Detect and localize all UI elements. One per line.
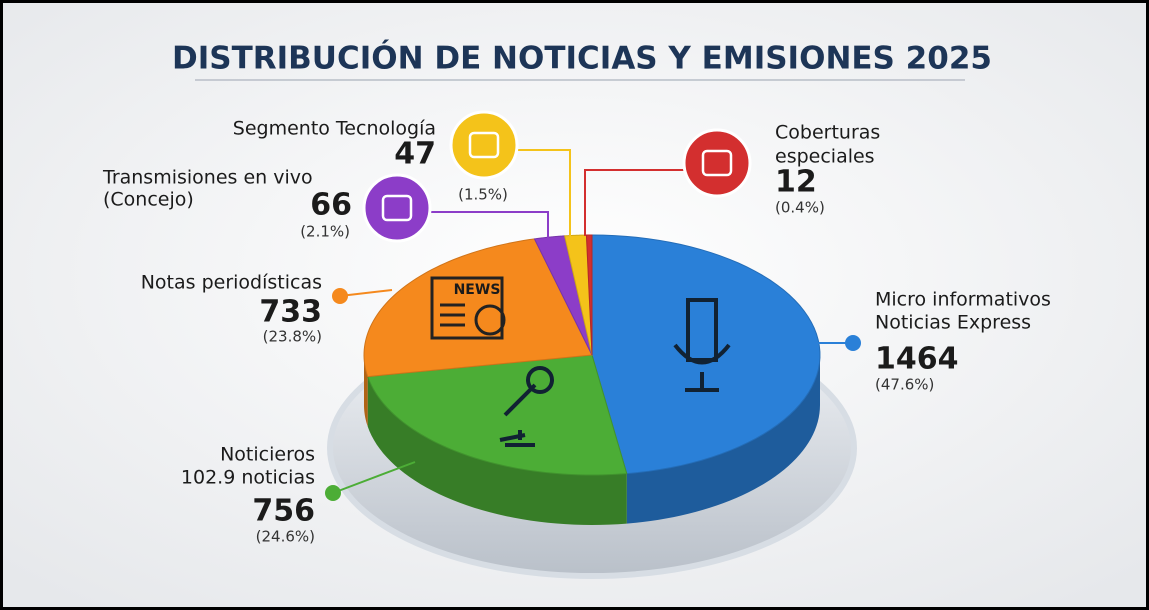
leader-line xyxy=(517,149,571,236)
icon-badge xyxy=(362,173,432,243)
leader-line xyxy=(332,461,416,494)
category-label: Noticieros xyxy=(220,444,315,466)
value-label: 1464 xyxy=(875,342,959,377)
percent-label: (47.6%) xyxy=(875,376,934,394)
icon-badge xyxy=(449,110,519,180)
micro-icon xyxy=(499,383,537,447)
leader-dot xyxy=(325,485,341,501)
slice-side xyxy=(367,376,627,525)
leader-dot xyxy=(332,288,348,304)
micro-head xyxy=(526,366,554,394)
category-label: especiales xyxy=(775,146,875,168)
slice xyxy=(533,235,593,356)
slice xyxy=(367,354,628,476)
value-label: 12 xyxy=(775,165,817,200)
category-label: Transmisiones en vivo xyxy=(102,167,313,189)
slice-side xyxy=(364,355,368,427)
category-label: Notas periodísticas xyxy=(141,272,322,294)
icon-glyph xyxy=(468,131,500,159)
percent-label: (24.6%) xyxy=(256,528,315,546)
percent-label: (23.8%) xyxy=(263,328,322,346)
category-label: Micro informativos xyxy=(875,289,1051,311)
news-icon xyxy=(430,276,504,340)
percent-label: (1.5%) xyxy=(458,186,508,204)
slice xyxy=(591,234,821,475)
pie: NEWS xyxy=(363,234,821,525)
category-label: Noticias Express xyxy=(875,312,1031,334)
news-lens xyxy=(474,304,506,336)
category-label: Segmento Tecnología xyxy=(233,118,436,140)
category-label: (Concejo) xyxy=(103,189,194,211)
percent-label: (2.1%) xyxy=(300,223,350,241)
value-label: 756 xyxy=(252,494,315,529)
category-label: Coberturas xyxy=(775,122,880,144)
category-label: 102.9 noticias xyxy=(181,467,315,489)
value-label: 47 xyxy=(394,137,436,172)
slice-side xyxy=(626,355,820,524)
slice xyxy=(563,234,593,356)
chart-title: DISTRIBUCIÓN DE NOTICIAS Y EMISIONES 202… xyxy=(172,40,992,77)
mic-icon xyxy=(673,298,731,392)
news-icon-text: NEWS xyxy=(454,282,501,298)
leader-line xyxy=(339,289,393,297)
leader-line xyxy=(430,211,549,240)
value-label: 733 xyxy=(259,295,322,330)
leader-line xyxy=(584,169,685,236)
leader-dot xyxy=(845,335,861,351)
icon-glyph xyxy=(701,149,733,177)
slice xyxy=(585,234,593,356)
percent-label: (0.4%) xyxy=(775,199,825,217)
icon-glyph xyxy=(381,194,413,222)
icon-badge xyxy=(682,128,752,198)
slice xyxy=(363,238,593,378)
value-label: 66 xyxy=(310,188,352,223)
